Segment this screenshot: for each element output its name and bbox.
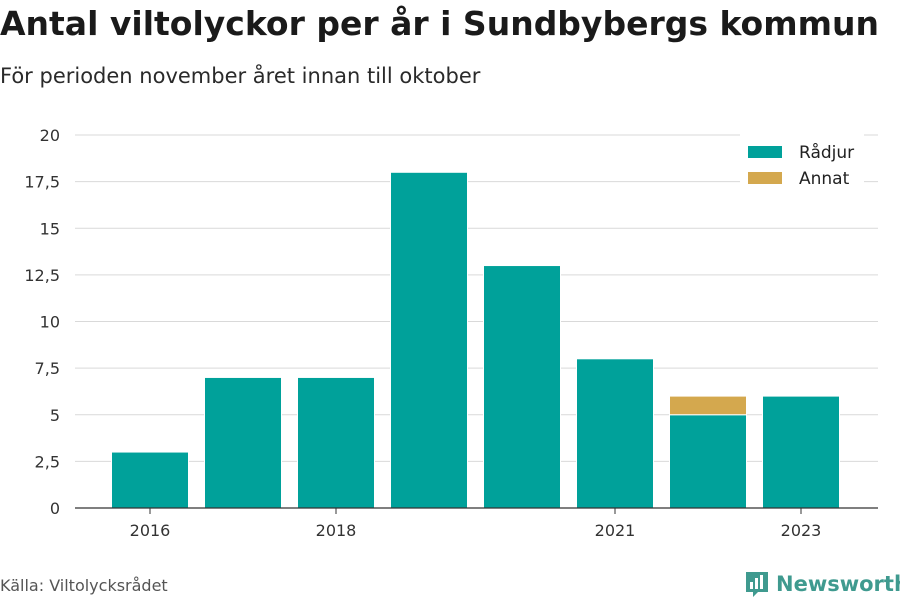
bar-r-djur [483, 265, 561, 509]
bar-r-djur [111, 451, 189, 509]
x-tick-label: 2016 [130, 521, 171, 540]
legend-swatch [748, 146, 782, 158]
x-tick-label: 2021 [595, 521, 636, 540]
y-tick-label: 7,5 [35, 359, 60, 378]
y-tick-label: 20 [40, 126, 60, 145]
x-tick-label: 2023 [781, 521, 822, 540]
y-tick-label: 2,5 [35, 452, 60, 471]
brand-logo: Newsworthy [744, 568, 900, 600]
chart-subtitle: För perioden november året innan till ok… [0, 64, 481, 88]
source-note: Källa: Viltolycksrådet [0, 576, 168, 595]
bar-r-djur [669, 414, 747, 509]
legend-label: Annat [799, 169, 850, 189]
y-tick-label: 5 [50, 406, 60, 425]
bar-r-djur [390, 171, 468, 509]
y-tick-label: 17,5 [24, 173, 60, 192]
y-tick-label: 10 [40, 313, 60, 332]
bar-r-djur [204, 376, 282, 509]
brand-name: Newsworthy [776, 572, 900, 596]
newsworthy-logo-icon [746, 572, 768, 597]
chart-title: Antal viltolyckor per år i Sundbybergs k… [0, 4, 879, 43]
bar-r-djur [762, 395, 840, 509]
x-tick-label: 2018 [316, 521, 357, 540]
bar-annat [669, 395, 747, 416]
bar-r-djur [576, 358, 654, 509]
bar-r-djur [297, 376, 375, 509]
y-tick-label: 12,5 [24, 266, 60, 285]
legend-swatch [748, 172, 782, 184]
y-tick-label: 0 [50, 499, 60, 518]
legend-label: Rådjur [799, 142, 854, 163]
y-tick-label: 15 [40, 219, 60, 238]
